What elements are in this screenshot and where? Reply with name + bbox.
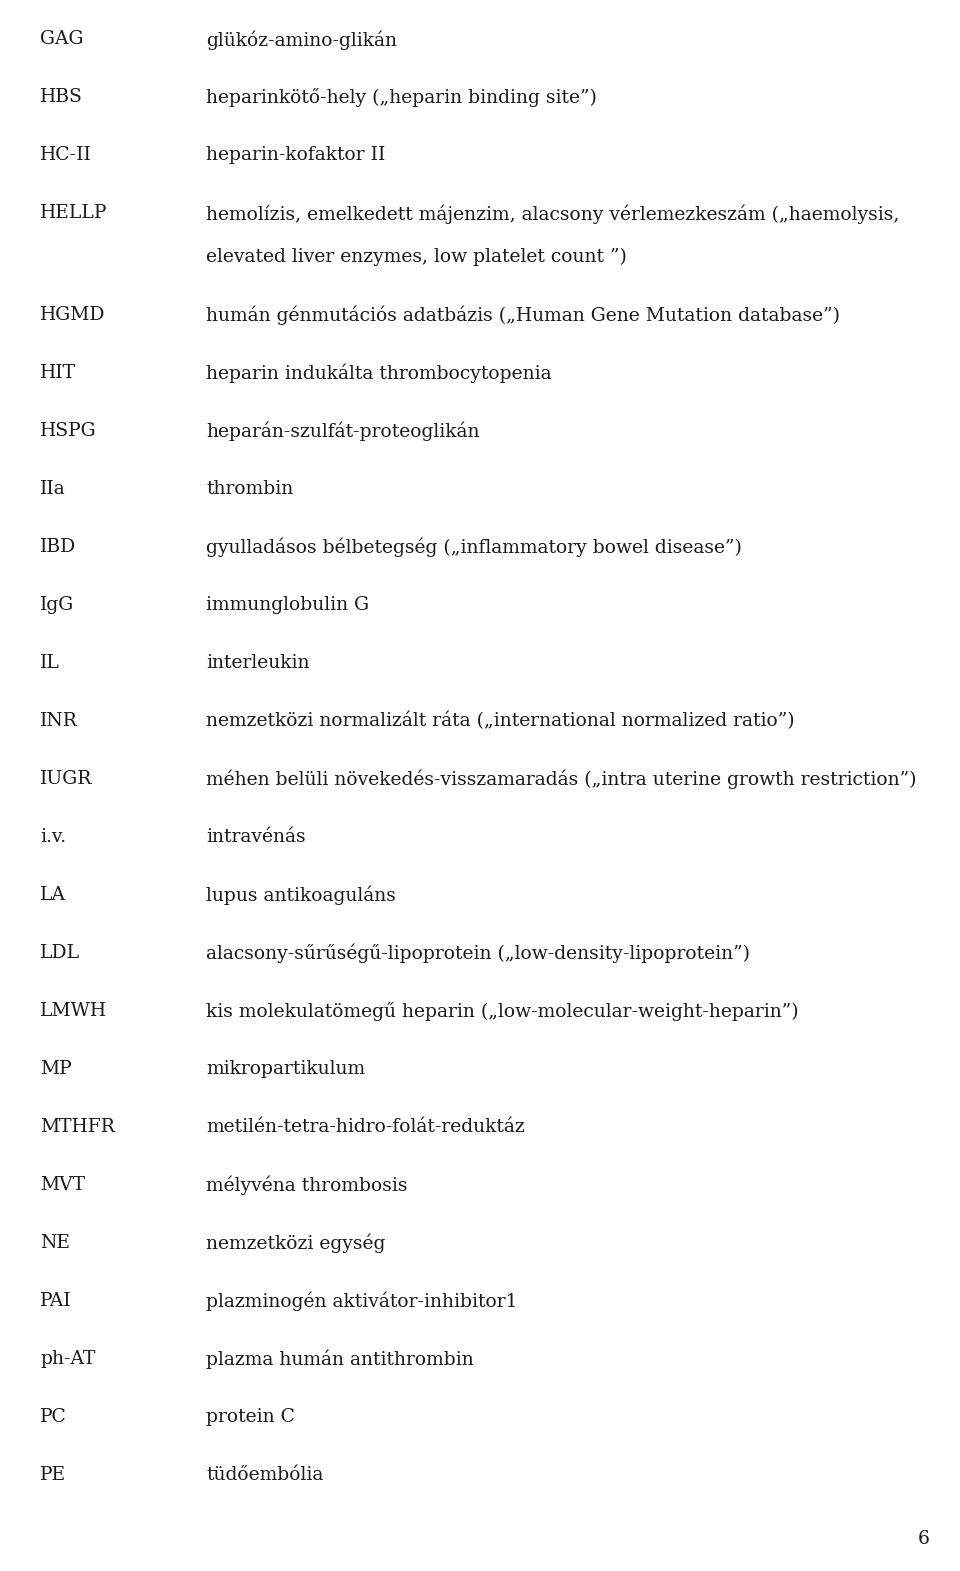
- Text: MP: MP: [40, 1059, 72, 1078]
- Text: IL: IL: [40, 654, 60, 671]
- Text: GAG: GAG: [40, 30, 84, 49]
- Text: nemzetközi egység: nemzetközi egység: [206, 1233, 386, 1254]
- Text: LDL: LDL: [40, 944, 81, 961]
- Text: HSPG: HSPG: [40, 421, 97, 440]
- Text: gyulladásos bélbetegség („inflammatory bowel disease”): gyulladásos bélbetegség („inflammatory b…: [206, 537, 742, 558]
- Text: heparán-szulfát-proteoglikán: heparán-szulfát-proteoglikán: [206, 421, 480, 441]
- Text: PE: PE: [40, 1466, 66, 1483]
- Text: PAI: PAI: [40, 1291, 72, 1310]
- Text: heparinkötő-hely („heparin binding site”): heparinkötő-hely („heparin binding site”…: [206, 88, 597, 107]
- Text: thrombin: thrombin: [206, 479, 294, 498]
- Text: plazma humán antithrombin: plazma humán antithrombin: [206, 1349, 474, 1368]
- Text: immunglobulin G: immunglobulin G: [206, 595, 370, 614]
- Text: PC: PC: [40, 1408, 67, 1425]
- Text: heparin-kofaktor II: heparin-kofaktor II: [206, 146, 386, 163]
- Text: humán génmutációs adatbázis („Human Gene Mutation database”): humán génmutációs adatbázis („Human Gene…: [206, 305, 840, 325]
- Text: IIa: IIa: [40, 479, 66, 498]
- Text: IgG: IgG: [40, 595, 75, 614]
- Text: plazminogén aktivátor-inhibitor1: plazminogén aktivátor-inhibitor1: [206, 1291, 517, 1312]
- Text: elevated liver enzymes, low platelet count ”): elevated liver enzymes, low platelet cou…: [206, 248, 627, 265]
- Text: MTHFR: MTHFR: [40, 1117, 115, 1136]
- Text: alacsony-sűrűségű-lipoprotein („low-density-lipoprotein”): alacsony-sűrűségű-lipoprotein („low-dens…: [206, 944, 751, 963]
- Text: HIT: HIT: [40, 363, 76, 382]
- Text: IUGR: IUGR: [40, 770, 93, 787]
- Text: HELLP: HELLP: [40, 204, 108, 222]
- Text: 6: 6: [918, 1530, 930, 1547]
- Text: LA: LA: [40, 886, 66, 903]
- Text: glükóz-amino-glikán: glükóz-amino-glikán: [206, 30, 397, 50]
- Text: LMWH: LMWH: [40, 1001, 108, 1020]
- Text: INR: INR: [40, 712, 78, 729]
- Text: heparin indukálta thrombocytopenia: heparin indukálta thrombocytopenia: [206, 363, 552, 383]
- Text: intravénás: intravénás: [206, 828, 306, 845]
- Text: IBD: IBD: [40, 537, 77, 556]
- Text: méhen belüli növekedés-visszamaradás („intra uterine growth restriction”): méhen belüli növekedés-visszamaradás („i…: [206, 770, 917, 789]
- Text: protein C: protein C: [206, 1408, 296, 1425]
- Text: mikropartikulum: mikropartikulum: [206, 1059, 366, 1078]
- Text: nemzetközi normalizált ráta („international normalized ratio”): nemzetközi normalizált ráta („internatio…: [206, 712, 795, 731]
- Text: i.v.: i.v.: [40, 828, 66, 845]
- Text: mélyvéna thrombosis: mélyvéna thrombosis: [206, 1175, 408, 1196]
- Text: kis molekulatömegű heparin („low-molecular-weight-heparin”): kis molekulatömegű heparin („low-molecul…: [206, 1001, 799, 1021]
- Text: tüdőembólia: tüdőembólia: [206, 1466, 324, 1483]
- Text: NE: NE: [40, 1233, 70, 1252]
- Text: HBS: HBS: [40, 88, 84, 105]
- Text: metilén-tetra-hidro-folát-reduktáz: metilén-tetra-hidro-folát-reduktáz: [206, 1117, 525, 1136]
- Text: hemolízis, emelkedett májenzim, alacsony vérlemezkeszám („haemolysis,: hemolízis, emelkedett májenzim, alacsony…: [206, 204, 900, 223]
- Text: ph-AT: ph-AT: [40, 1349, 96, 1367]
- Text: MVT: MVT: [40, 1175, 85, 1194]
- Text: HGMD: HGMD: [40, 305, 106, 324]
- Text: HC-II: HC-II: [40, 146, 92, 163]
- Text: interleukin: interleukin: [206, 654, 310, 671]
- Text: lupus antikoaguláns: lupus antikoaguláns: [206, 886, 396, 905]
